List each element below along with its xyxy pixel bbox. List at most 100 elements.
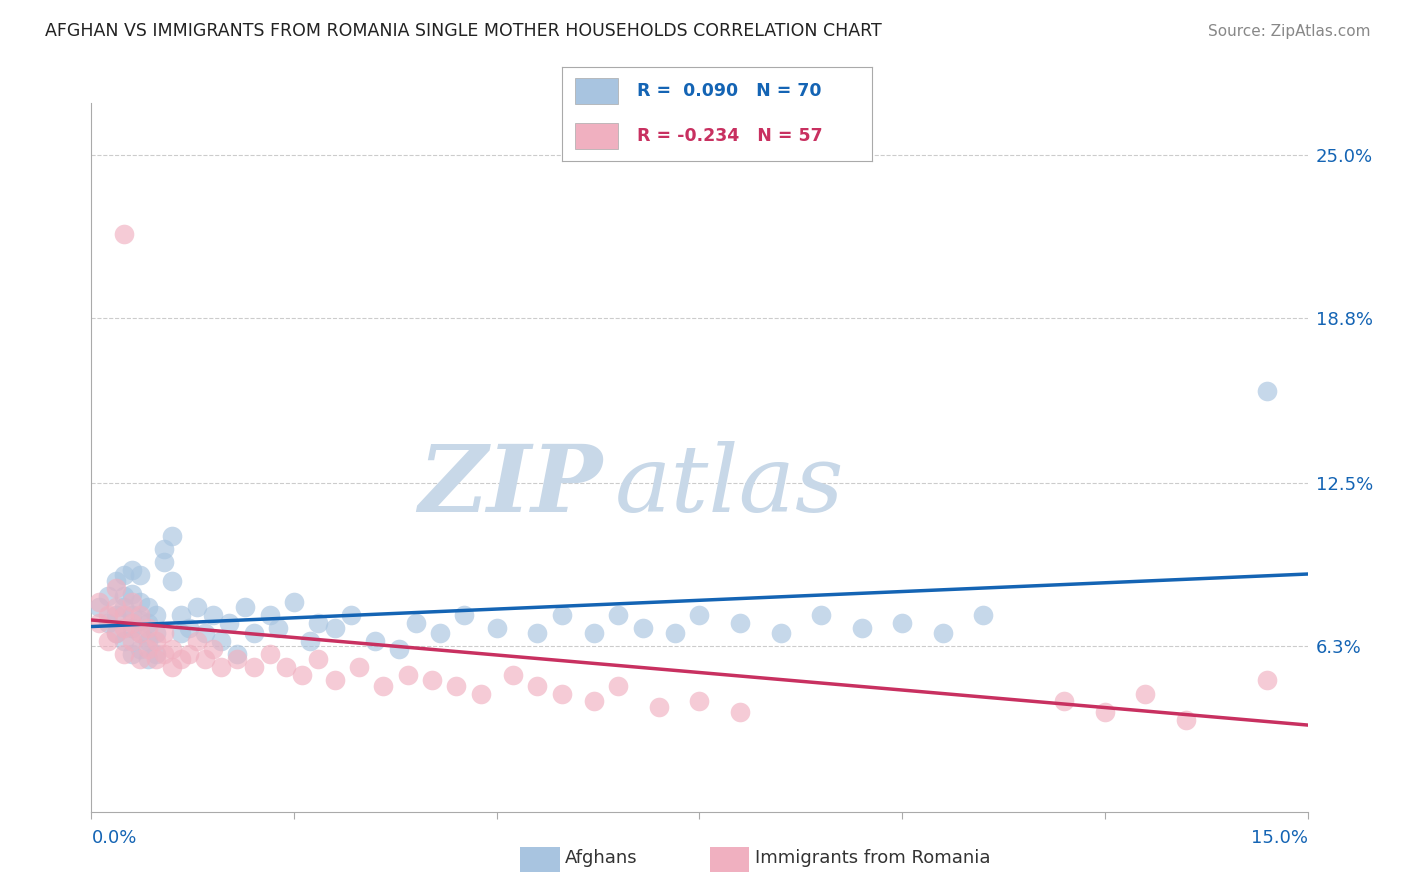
Point	[550, 607, 572, 622]
Text: AFGHAN VS IMMIGRANTS FROM ROMANIA SINGLE MOTHER HOUSEHOLDS CORRELATION CHART: AFGHAN VS IMMIGRANTS FROM ROMANIA SINGLE…	[45, 22, 882, 40]
Point	[364, 634, 387, 648]
Point	[104, 599, 127, 614]
Text: 0.0%: 0.0%	[91, 830, 136, 847]
Point	[145, 652, 167, 666]
Point	[291, 668, 314, 682]
Point	[162, 641, 184, 656]
Point	[97, 634, 120, 648]
Point	[129, 626, 152, 640]
Point	[153, 647, 176, 661]
Point	[112, 621, 135, 635]
Point	[162, 529, 184, 543]
Point	[186, 599, 208, 614]
Point	[235, 599, 257, 614]
Point	[129, 594, 152, 608]
Text: atlas: atlas	[614, 441, 844, 531]
Point	[769, 626, 792, 640]
Point	[129, 568, 152, 582]
FancyBboxPatch shape	[575, 123, 619, 149]
Point	[259, 647, 281, 661]
Point	[1175, 713, 1198, 727]
Point	[104, 626, 127, 640]
Point	[1135, 687, 1157, 701]
Point	[121, 634, 143, 648]
Point	[162, 574, 184, 588]
Point	[136, 615, 159, 630]
Point	[129, 613, 152, 627]
Point	[607, 679, 630, 693]
Text: Immigrants from Romania: Immigrants from Romania	[755, 849, 990, 867]
Point	[307, 615, 329, 630]
Point	[129, 607, 152, 622]
Point	[186, 634, 208, 648]
Text: ZIP: ZIP	[418, 441, 602, 531]
Point	[728, 615, 751, 630]
Point	[89, 594, 111, 608]
Point	[526, 626, 548, 640]
Point	[129, 641, 152, 656]
Point	[607, 607, 630, 622]
Point	[112, 227, 135, 241]
Point	[89, 615, 111, 630]
Point	[274, 660, 297, 674]
Point	[153, 542, 176, 557]
Point	[664, 626, 686, 640]
Point	[388, 641, 411, 656]
Point	[226, 647, 249, 661]
Point	[121, 594, 143, 608]
Point	[453, 607, 475, 622]
Point	[129, 626, 152, 640]
Point	[242, 626, 264, 640]
Point	[104, 626, 127, 640]
Point	[104, 582, 127, 596]
Point	[891, 615, 914, 630]
Point	[89, 599, 111, 614]
Point	[169, 626, 191, 640]
Point	[259, 607, 281, 622]
Point	[145, 607, 167, 622]
Point	[931, 626, 953, 640]
Point	[396, 668, 419, 682]
Point	[145, 634, 167, 648]
Point	[169, 652, 191, 666]
Point	[121, 615, 143, 630]
Point	[583, 626, 606, 640]
Text: R =  0.090   N = 70: R = 0.090 N = 70	[637, 82, 821, 100]
Point	[526, 679, 548, 693]
Point	[444, 679, 467, 693]
Point	[307, 652, 329, 666]
Point	[405, 615, 427, 630]
Point	[1053, 694, 1076, 708]
Point	[194, 626, 217, 640]
Point	[502, 668, 524, 682]
Point	[1094, 705, 1116, 719]
Point	[688, 607, 710, 622]
Point	[851, 621, 873, 635]
Point	[583, 694, 606, 708]
Point	[323, 621, 346, 635]
Point	[153, 555, 176, 569]
Point	[209, 660, 232, 674]
Point	[136, 652, 159, 666]
Point	[112, 599, 135, 614]
Point	[136, 634, 159, 648]
Point	[121, 621, 143, 635]
Point	[194, 652, 217, 666]
Point	[283, 594, 305, 608]
Point	[1256, 673, 1278, 688]
Point	[631, 621, 654, 635]
Point	[112, 634, 135, 648]
Point	[728, 705, 751, 719]
Point	[550, 687, 572, 701]
Point	[121, 607, 143, 622]
Point	[97, 615, 120, 630]
Text: Afghans: Afghans	[565, 849, 638, 867]
Point	[153, 626, 176, 640]
Point	[242, 660, 264, 674]
Point	[162, 660, 184, 674]
Point	[340, 607, 363, 622]
Point	[97, 590, 120, 604]
Point	[121, 647, 143, 661]
Text: R = -0.234   N = 57: R = -0.234 N = 57	[637, 128, 823, 145]
Point	[121, 563, 143, 577]
